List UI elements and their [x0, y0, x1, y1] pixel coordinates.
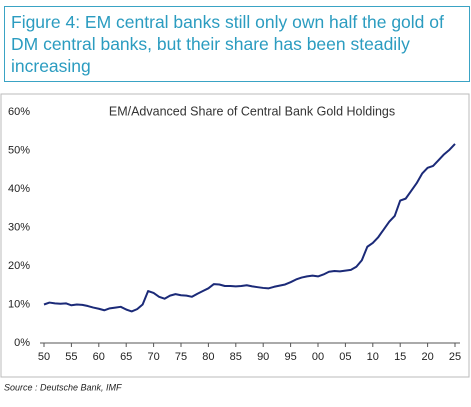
x-tick-label: 65: [120, 351, 132, 363]
y-tick-label: 60%: [8, 106, 30, 118]
chart-title: Figure 4: EM central banks still only ow…: [4, 6, 470, 82]
x-tick-label: 05: [339, 351, 351, 363]
x-tick-label: 70: [147, 351, 159, 363]
x-tick-label: 50: [38, 351, 50, 363]
y-tick-label: 40%: [8, 183, 30, 195]
x-tick-label: 80: [202, 351, 214, 363]
y-tick-label: 50%: [8, 144, 30, 156]
x-tick-label: 10: [367, 351, 379, 363]
x-tick-label: 00: [312, 351, 324, 363]
source: Source : Deutsche Bank, IMF: [4, 382, 122, 392]
x-tick-label: 55: [65, 351, 77, 363]
data-line: [43, 143, 456, 313]
x-tick-label: 20: [421, 351, 433, 363]
y-tick-label: 30%: [8, 221, 30, 233]
x-tick-label: 90: [257, 351, 269, 363]
y-tick-label: 0%: [14, 337, 30, 349]
x-tick-label: 25: [449, 351, 461, 363]
x-tick-label: 85: [230, 351, 242, 363]
chart-subtitle: EM/Advanced Share of Central Bank Gold H…: [109, 104, 395, 118]
x-tick-label: 95: [284, 351, 296, 363]
chart-frame: [0, 93, 470, 378]
x-tick-label: 15: [394, 351, 406, 363]
y-tick-label: 10%: [8, 298, 30, 310]
x-tick-label: 75: [175, 351, 187, 363]
y-tick-label: 20%: [8, 260, 30, 272]
x-tick-label: 60: [93, 351, 105, 363]
